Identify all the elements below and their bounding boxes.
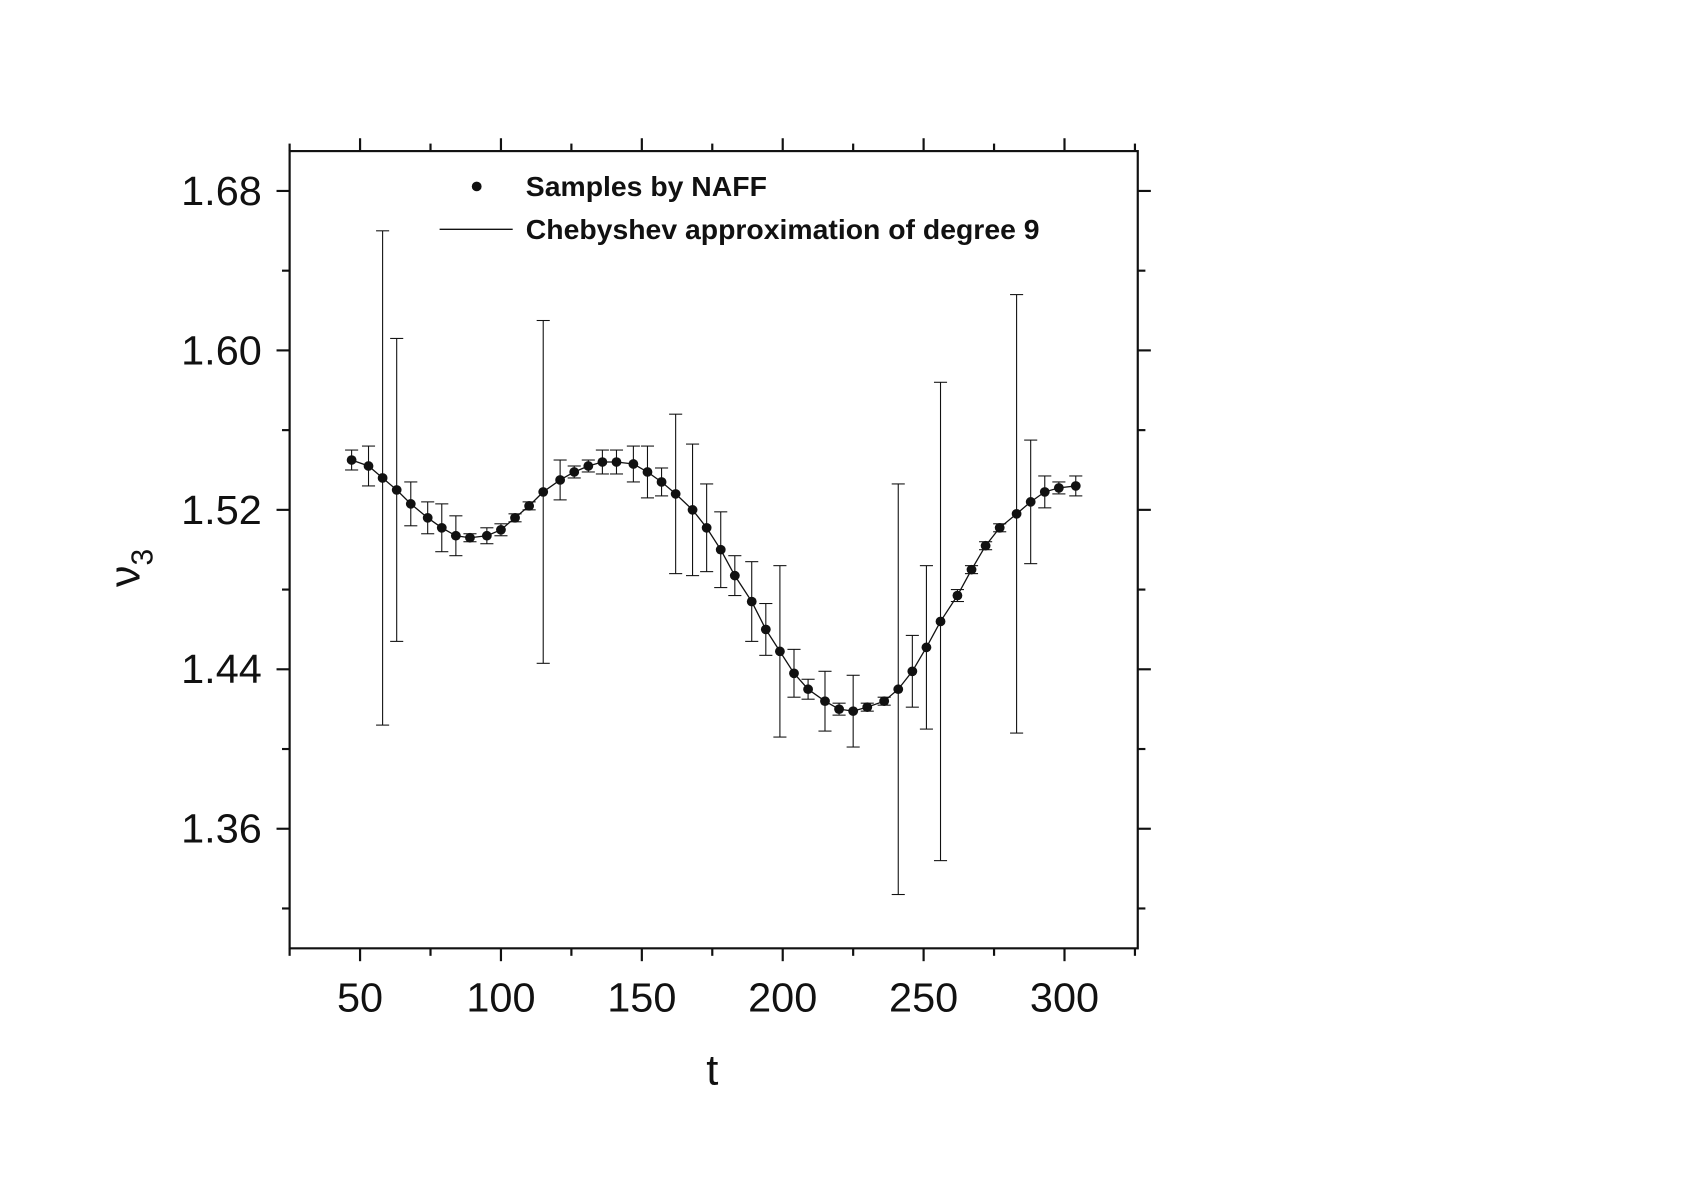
x-axis-label: t (706, 1047, 718, 1095)
y-tick-label: 1.44 (181, 647, 262, 693)
y-tick-label: 1.52 (181, 487, 262, 533)
x-tick-label: 50 (337, 975, 383, 1021)
y-axis-label-sub: 3 (126, 549, 159, 566)
x-tick-label: 100 (466, 975, 535, 1021)
fit-line (351, 459, 1076, 712)
x-tick-label: 150 (607, 975, 676, 1021)
y-tick-label: 1.60 (181, 328, 262, 374)
x-tick-label: 200 (748, 975, 817, 1021)
y-tick-label: 1.36 (181, 806, 262, 852)
legend-label: Samples by NAFF (526, 171, 767, 202)
y-tick-label: 1.68 (181, 168, 262, 214)
x-tick-label: 300 (1030, 975, 1099, 1021)
legend-marker (471, 181, 482, 192)
sample-point (1070, 481, 1081, 491)
plot-frame (288, 150, 1139, 950)
y-axis-label: ν3 (101, 549, 159, 587)
x-tick-label: 250 (889, 975, 958, 1021)
y-axis-label-main: ν (101, 566, 149, 587)
legend-label: Chebyshev approximation of degree 9 (526, 214, 1040, 245)
